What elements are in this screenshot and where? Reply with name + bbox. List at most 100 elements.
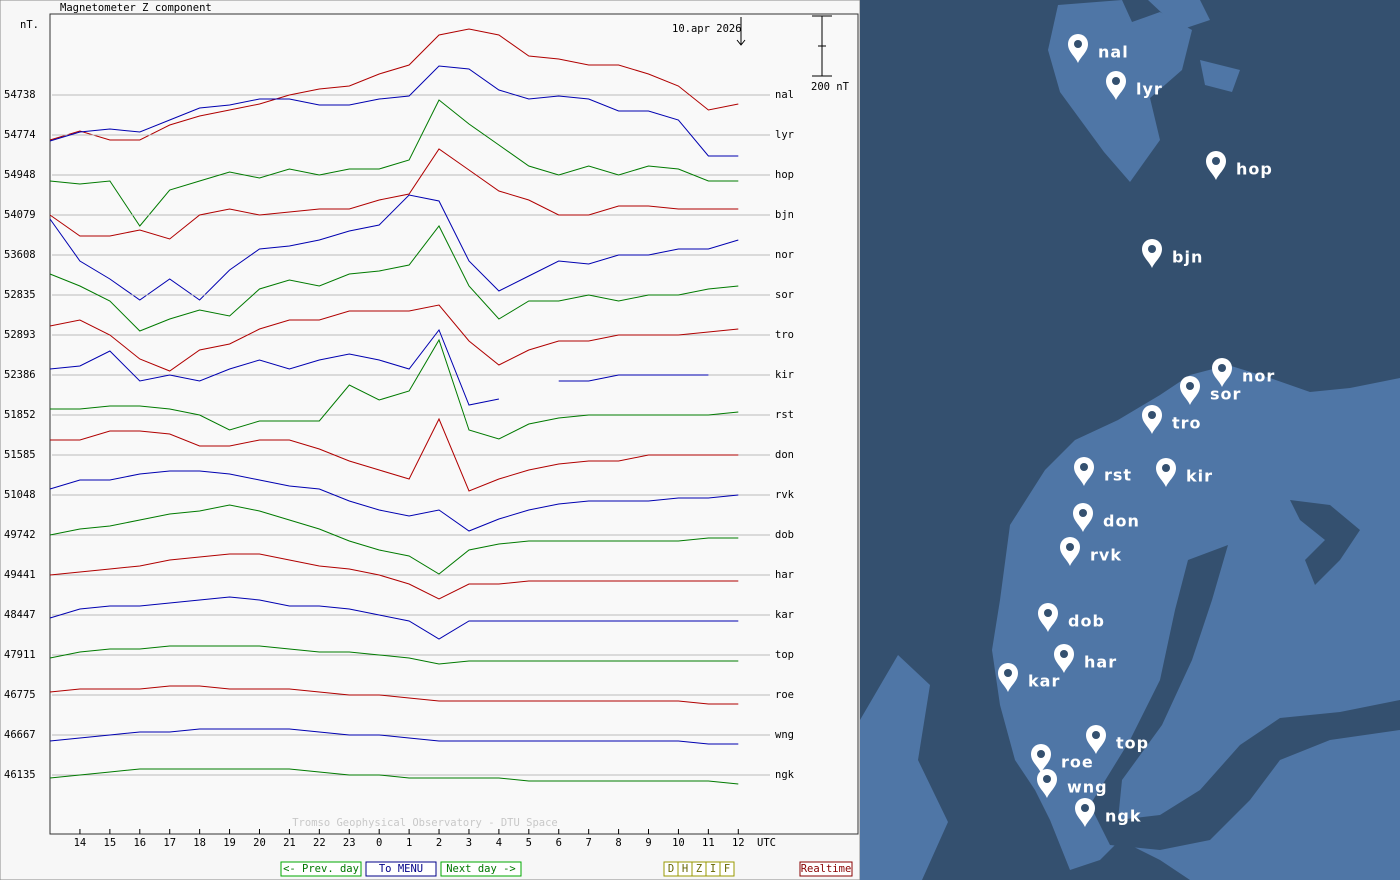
marker-label[interactable]: tro — [1172, 414, 1202, 433]
station-marker[interactable]: sor — [1180, 376, 1241, 405]
station-label: har — [775, 569, 794, 581]
station-marker[interactable]: har — [1054, 644, 1117, 673]
marker-dot[interactable] — [1112, 77, 1120, 85]
plot-frame — [49, 13, 859, 835]
marker-label[interactable]: don — [1103, 512, 1140, 531]
prev-day-label[interactable]: <- Prev. day — [283, 863, 359, 875]
marker-pin[interactable] — [1060, 537, 1080, 566]
station-marker[interactable]: lyr — [1106, 71, 1163, 100]
marker-pin[interactable] — [998, 663, 1018, 692]
menu-label[interactable]: To MENU — [379, 863, 423, 875]
marker-dot[interactable] — [1148, 245, 1156, 253]
component-label[interactable]: D — [668, 863, 674, 875]
marker-dot[interactable] — [1060, 650, 1068, 658]
marker-dot[interactable] — [1148, 411, 1156, 419]
marker-label[interactable]: lyr — [1136, 80, 1163, 99]
x-tick-label: 0 — [376, 837, 382, 849]
next-day-button[interactable] — [440, 861, 522, 877]
station-marker[interactable]: dob — [1038, 603, 1105, 632]
marker-dot[interactable] — [1074, 40, 1082, 48]
marker-pin[interactable] — [1037, 769, 1057, 798]
marker-dot[interactable] — [1162, 464, 1170, 472]
station-label: ngk — [775, 769, 795, 781]
x-tick-label: 21 — [283, 837, 296, 849]
station-marker[interactable]: rst — [1074, 457, 1132, 486]
marker-label[interactable]: dob — [1068, 612, 1105, 631]
marker-dot[interactable] — [1066, 543, 1074, 551]
scale-bar-label: 200 nT — [811, 81, 850, 93]
station-marker[interactable]: don — [1073, 503, 1140, 532]
marker-label[interactable]: sor — [1210, 385, 1241, 404]
station-marker[interactable]: ngk — [1075, 798, 1141, 827]
marker-pin[interactable] — [1206, 151, 1226, 180]
marker-pin[interactable] — [1068, 34, 1088, 63]
inland-seas — [1090, 500, 1400, 850]
x-tick-label: 14 — [74, 837, 87, 849]
marker-label[interactable]: kar — [1028, 672, 1060, 691]
marker-pin[interactable] — [1054, 644, 1074, 673]
station-marker[interactable]: bjn — [1142, 239, 1203, 268]
marker-label[interactable]: bjn — [1172, 248, 1203, 267]
marker-pin[interactable] — [1074, 457, 1094, 486]
station-marker[interactable]: wng — [1037, 769, 1108, 798]
baseline-label: 51048 — [4, 489, 36, 501]
marker-pin[interactable] — [1038, 603, 1058, 632]
marker-dot[interactable] — [1043, 775, 1051, 783]
marker-pin[interactable] — [1031, 744, 1051, 773]
marker-dot[interactable] — [1004, 669, 1012, 677]
marker-pin[interactable] — [1142, 405, 1162, 434]
realtime-button[interactable] — [799, 861, 853, 877]
marker-dot[interactable] — [1186, 382, 1194, 390]
component-label[interactable]: H — [682, 863, 688, 875]
marker-pin[interactable] — [1075, 798, 1095, 827]
marker-label[interactable]: rst — [1104, 466, 1132, 485]
marker-pin[interactable] — [1073, 503, 1093, 532]
marker-pin[interactable] — [1212, 358, 1232, 387]
marker-pin[interactable] — [1156, 458, 1176, 487]
component-label[interactable]: I — [710, 863, 716, 875]
marker-dot[interactable] — [1080, 463, 1088, 471]
station-marker[interactable]: nor — [1212, 358, 1275, 387]
station-marker[interactable]: nal — [1068, 34, 1129, 63]
marker-label[interactable]: kir — [1186, 467, 1213, 486]
marker-dot[interactable] — [1081, 804, 1089, 812]
marker-label[interactable]: rvk — [1090, 546, 1122, 565]
marker-label[interactable]: hop — [1236, 160, 1273, 179]
prev-day-button[interactable] — [280, 861, 362, 877]
station-marker[interactable]: hop — [1206, 151, 1273, 180]
marker-dot[interactable] — [1044, 609, 1052, 617]
component-button[interactable] — [719, 861, 735, 877]
marker-pin[interactable] — [1180, 376, 1200, 405]
marker-label[interactable]: nor — [1242, 367, 1275, 386]
station-marker[interactable]: kar — [998, 663, 1060, 692]
component-label[interactable]: Z — [696, 863, 702, 875]
marker-label[interactable]: top — [1116, 734, 1149, 753]
menu-button[interactable] — [365, 861, 437, 877]
marker-dot[interactable] — [1218, 364, 1226, 372]
component-label[interactable]: F — [724, 863, 730, 875]
station-marker[interactable]: rvk — [1060, 537, 1122, 566]
marker-label[interactable]: nal — [1098, 43, 1129, 62]
marker-dot[interactable] — [1212, 157, 1220, 165]
marker-dot[interactable] — [1092, 731, 1100, 739]
realtime-label[interactable]: Realtime — [801, 863, 852, 875]
marker-label[interactable]: wng — [1067, 778, 1108, 797]
marker-pin[interactable] — [1142, 239, 1162, 268]
marker-label[interactable]: roe — [1061, 753, 1094, 772]
chart-title: Magnetometer Z component — [60, 2, 212, 14]
station-marker[interactable]: top — [1086, 725, 1149, 754]
marker-label[interactable]: ngk — [1105, 807, 1141, 826]
marker-label[interactable]: har — [1084, 653, 1117, 672]
marker-dot[interactable] — [1079, 509, 1087, 517]
marker-dot[interactable] — [1037, 750, 1045, 758]
x-tick-label: 15 — [104, 837, 117, 849]
marker-pin[interactable] — [1086, 725, 1106, 754]
credit: Tromso Geophysical Observatory - DTU Spa… — [292, 817, 558, 829]
next-day-label[interactable]: Next day -> — [446, 863, 516, 875]
x-tick-label: 1 — [406, 837, 412, 849]
station-marker[interactable]: kir — [1156, 458, 1213, 487]
x-tick-label: 20 — [253, 837, 266, 849]
marker-pin[interactable] — [1106, 71, 1126, 100]
station-marker[interactable]: tro — [1142, 405, 1202, 434]
station-marker[interactable]: roe — [1031, 744, 1094, 773]
